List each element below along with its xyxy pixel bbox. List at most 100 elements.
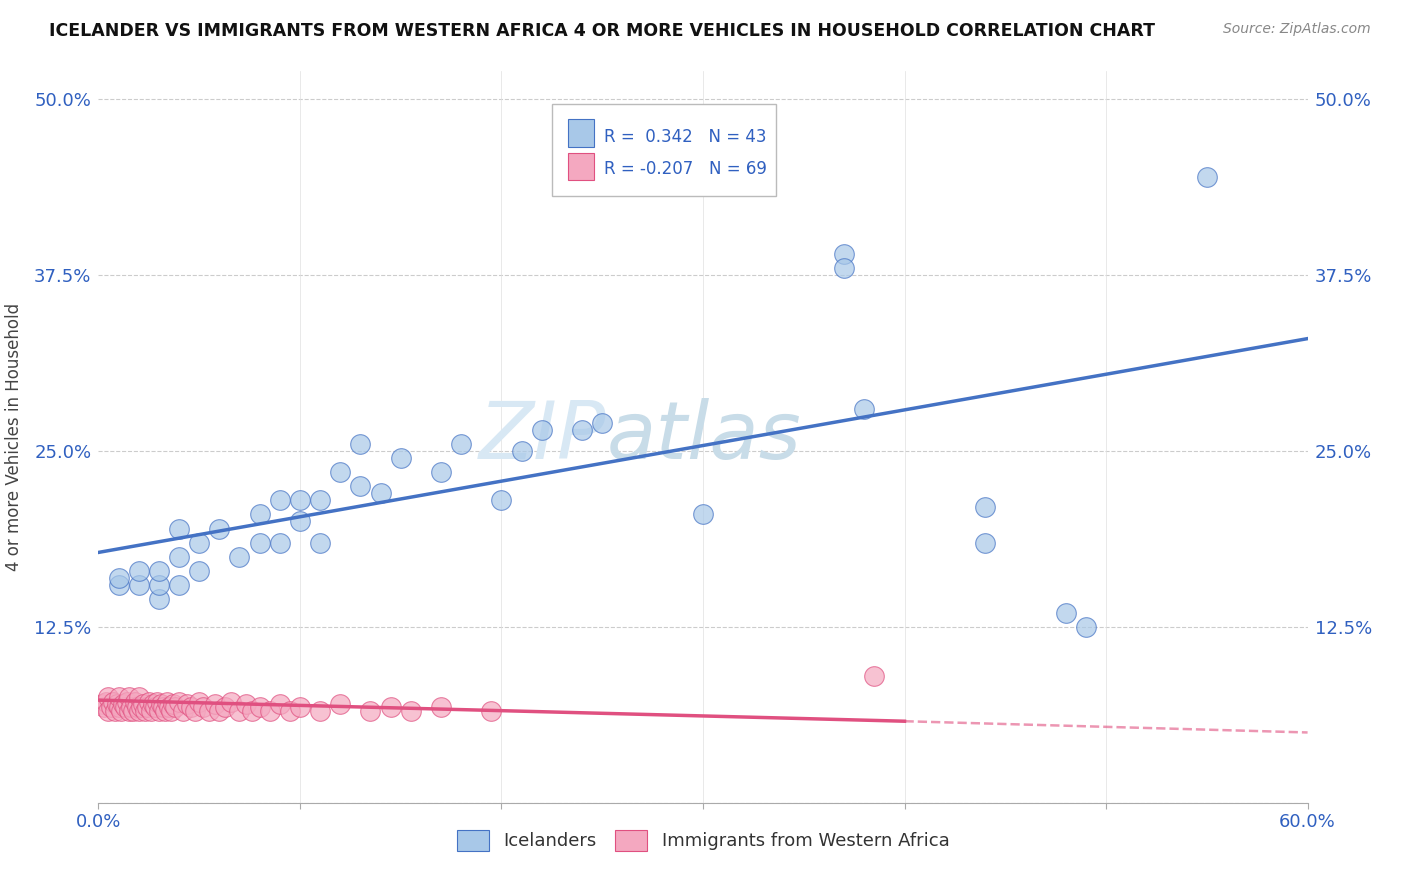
Point [128, 705, 150, 719]
Point [221, 694, 243, 708]
Point [184, 705, 207, 719]
Text: ZIP: ZIP [479, 398, 606, 476]
Point [148, 578, 170, 592]
Point [157, 700, 180, 714]
Point [110, 705, 132, 719]
Point [240, 705, 263, 719]
Point [430, 465, 453, 479]
Point [135, 700, 157, 714]
Point [269, 493, 291, 508]
Legend: Icelanders, Immigrants from Western Africa: Icelanders, Immigrants from Western Afri… [447, 821, 959, 860]
Point [103, 705, 125, 719]
Point [148, 705, 170, 719]
Point [120, 700, 142, 714]
Point [107, 700, 129, 714]
Point [278, 705, 301, 719]
Point [114, 700, 136, 714]
Point [349, 437, 371, 451]
Point [149, 698, 172, 712]
Point [863, 669, 886, 683]
Point [176, 698, 198, 712]
Point [389, 451, 412, 466]
FancyBboxPatch shape [568, 153, 595, 180]
Point [692, 508, 714, 522]
Point [162, 698, 184, 712]
Point [309, 705, 332, 719]
Point [974, 500, 997, 515]
Point [1054, 606, 1077, 620]
Text: Source: ZipAtlas.com: Source: ZipAtlas.com [1223, 22, 1371, 37]
Point [143, 700, 166, 714]
Point [97, 705, 120, 719]
Text: R =  0.342   N = 43: R = 0.342 N = 43 [603, 128, 766, 145]
Point [571, 423, 593, 437]
Point [111, 698, 134, 712]
Point [115, 694, 138, 708]
Point [134, 705, 156, 719]
Point [152, 700, 174, 714]
Point [974, 535, 997, 549]
Point [228, 705, 250, 719]
Point [148, 564, 170, 578]
Point [129, 700, 152, 714]
Point [96, 694, 118, 708]
Text: R = -0.207   N = 69: R = -0.207 N = 69 [603, 160, 766, 178]
Point [138, 694, 160, 708]
Point [329, 465, 352, 479]
Point [146, 694, 169, 708]
Point [105, 698, 128, 712]
Point [430, 700, 453, 714]
Point [370, 486, 392, 500]
Point [118, 690, 141, 705]
Point [139, 705, 162, 719]
Point [269, 535, 291, 549]
Point [180, 700, 202, 714]
Point [128, 690, 150, 705]
Point [100, 700, 122, 714]
Point [530, 423, 553, 437]
Point [249, 508, 271, 522]
Y-axis label: 4 or more Vehicles in Household: 4 or more Vehicles in Household [6, 303, 22, 571]
Point [188, 694, 211, 708]
Point [107, 690, 129, 705]
Point [204, 698, 226, 712]
Point [167, 549, 190, 564]
Point [208, 705, 231, 719]
Point [125, 700, 148, 714]
Point [124, 694, 146, 708]
Point [380, 700, 402, 714]
Point [142, 698, 165, 712]
Point [128, 578, 150, 592]
Point [167, 521, 190, 535]
FancyBboxPatch shape [568, 119, 595, 146]
Point [259, 705, 281, 719]
Point [832, 247, 855, 261]
Point [193, 700, 215, 714]
Point [198, 705, 221, 719]
Point [163, 700, 186, 714]
Point [450, 437, 472, 451]
Point [853, 401, 876, 416]
Point [591, 416, 613, 430]
Point [235, 698, 257, 712]
Point [97, 690, 120, 705]
Point [91, 698, 114, 712]
Point [156, 694, 179, 708]
Point [399, 705, 422, 719]
Point [172, 705, 194, 719]
Point [288, 493, 311, 508]
Point [107, 571, 129, 585]
Point [132, 698, 155, 712]
Point [107, 578, 129, 592]
Point [93, 700, 115, 714]
Point [249, 535, 271, 549]
Point [360, 705, 382, 719]
Point [491, 493, 513, 508]
Point [1074, 620, 1097, 634]
Point [288, 515, 311, 529]
Point [269, 698, 291, 712]
FancyBboxPatch shape [551, 104, 776, 195]
Point [160, 705, 183, 719]
Point [510, 444, 533, 458]
Point [208, 521, 231, 535]
